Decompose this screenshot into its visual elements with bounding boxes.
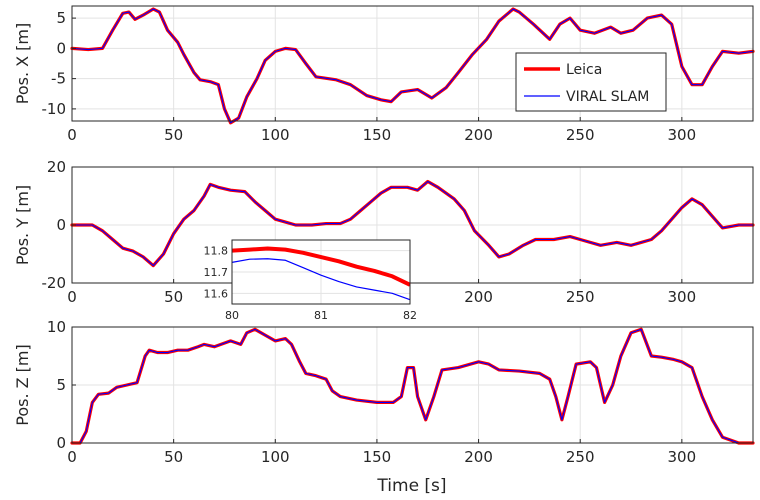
x-tick-label: 0 [67, 126, 77, 144]
y-tick-label: 5 [56, 376, 66, 394]
x-tick-label: 0 [67, 288, 77, 306]
x-tick-label: 50 [164, 126, 183, 144]
inset-x-tick-label: 82 [403, 309, 417, 322]
inset-y-tick-label: 11.8 [204, 245, 229, 258]
legend: Leica VIRAL SLAM [515, 52, 667, 112]
legend-box [515, 52, 667, 112]
x-tick-label: 200 [464, 288, 493, 306]
series-line-viral-slam [71, 328, 754, 444]
series-line-viral-slam [71, 8, 754, 124]
y-axis-label: Pos. Z [m] [13, 344, 32, 426]
x-tick-label: 150 [363, 448, 392, 466]
inset-x-tick-label: 80 [225, 309, 239, 322]
y-axis-label: Pos. Y [m] [13, 185, 32, 265]
y-tick-label: 10 [47, 318, 66, 336]
y-axis-label: Pos. X [m] [13, 23, 32, 105]
y-tick-label: 0 [56, 39, 66, 57]
inset-series-line-leica [231, 246, 411, 287]
x-tick-label: 300 [668, 288, 697, 306]
inset-y-tick-label: 11.6 [204, 287, 229, 300]
x-tick-label: 300 [668, 126, 697, 144]
x-tick-label: 50 [164, 288, 183, 306]
y-tick-label: -10 [42, 100, 67, 118]
x-tick-label: 250 [566, 126, 595, 144]
y-tick-label: 20 [47, 158, 66, 176]
series-line-viral-slam [71, 180, 754, 267]
x-tick-label: 200 [464, 448, 493, 466]
x-axis-label: Time [s] [376, 476, 446, 496]
y-tick-label: 0 [56, 216, 66, 234]
y-tick-label: 0 [56, 434, 66, 452]
inset-y-tick-label: 11.7 [204, 266, 229, 279]
x-tick-label: 100 [261, 448, 290, 466]
y-tick-label: -20 [42, 274, 67, 292]
legend-label: Leica [566, 62, 602, 78]
y-tick-label: 5 [56, 9, 66, 27]
x-tick-label: 300 [668, 448, 697, 466]
x-tick-label: 150 [363, 126, 392, 144]
inset-zoom: 80 81 82 11.8 11.7 11.6 [204, 239, 417, 322]
legend-label: VIRAL SLAM [566, 89, 649, 105]
inset-x-tick-label: 81 [314, 309, 328, 322]
x-tick-label: 250 [566, 448, 595, 466]
x-tick-label: 50 [164, 448, 183, 466]
x-tick-label: 100 [261, 126, 290, 144]
inset-series-line-viral-slam [231, 258, 411, 301]
inset-frame [231, 239, 411, 305]
y-tick-label: -5 [51, 70, 66, 88]
axis-frame [71, 5, 754, 122]
x-tick-label: 250 [566, 288, 595, 306]
x-tick-label: 0 [67, 448, 77, 466]
x-tick-label: 200 [464, 126, 493, 144]
